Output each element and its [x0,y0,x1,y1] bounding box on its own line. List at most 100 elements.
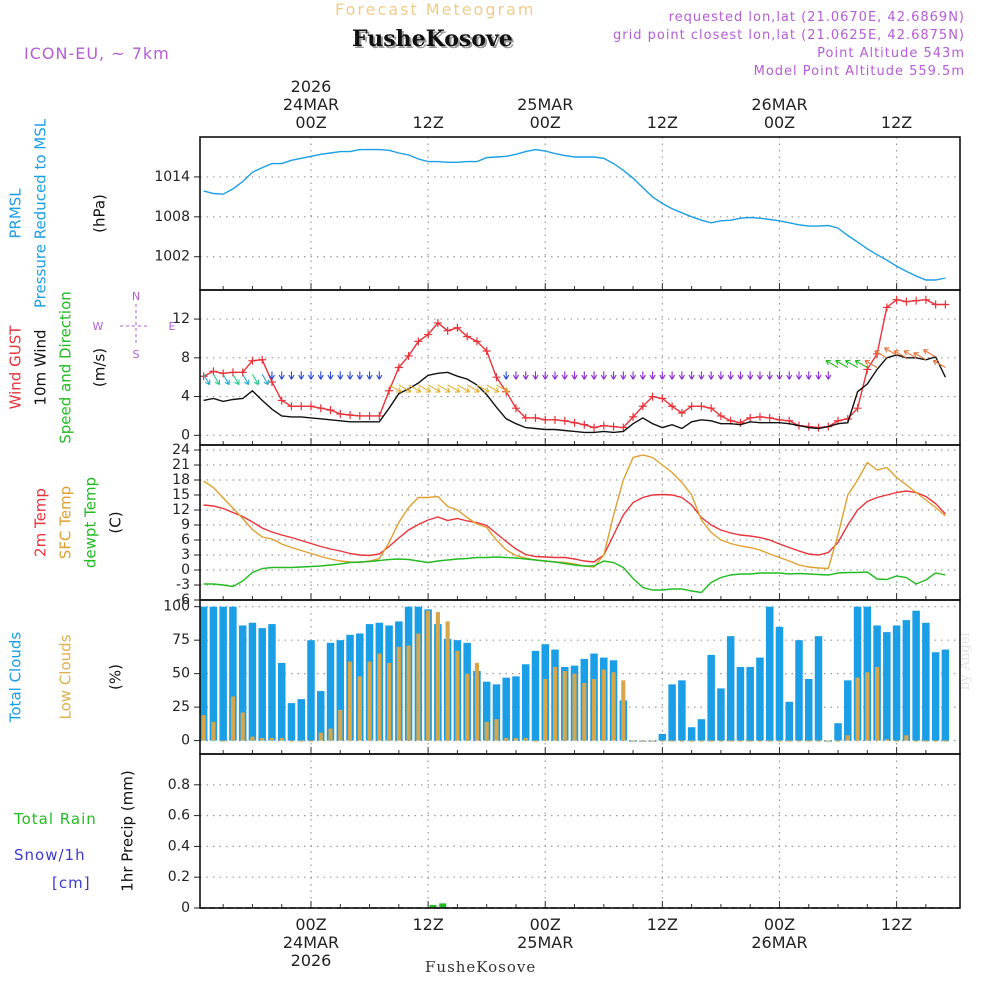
precip-legend-0: Total Rain [13,810,97,828]
cloud-bar-0-11 [307,640,315,741]
series-line-1-0 [203,298,946,429]
ytick-label-4-2: 0.4 [168,838,190,854]
gust-marker-15 [346,410,355,419]
cloud-bar-0-6 [258,628,266,741]
cloud-bar-0-72 [902,620,911,741]
bottom-hour-label-0: 00Z [295,915,326,934]
gust-marker-50 [687,402,696,411]
wind-arrow-64 [825,371,832,380]
gust-marker-22 [414,337,423,346]
gust-marker-20 [394,363,403,372]
cloud-bar-1-29 [484,721,489,741]
compass-e: E [169,320,176,333]
cloud-bar-1-43 [621,680,626,741]
cloud-bar-0-47 [658,733,667,741]
cloud-bar-0-0 [200,606,208,741]
cloud-bar-0-31 [502,677,510,741]
cloud-bar-0-12 [317,691,325,741]
wind-arrow-73 [903,350,917,359]
cloud-bar-1-30 [494,719,499,741]
series-line-2-2 [203,556,946,594]
cloud-bar-1-46 [650,740,655,742]
cloud-bar-1-74 [923,740,928,742]
cloud-bar-1-45 [640,740,645,742]
cloud-bar-1-70 [884,739,889,741]
cloud-bar-0-14 [336,640,345,741]
ytick-label-4-3: 0.6 [168,808,190,824]
gust-marker-56 [746,413,755,422]
gust-marker-74 [921,295,930,304]
wind-arrow-28 [476,384,490,393]
cloud-bar-0-54 [726,636,735,741]
cloud-bar-1-11 [308,740,314,742]
panel-frame-4 [199,753,961,909]
cloud-bar-0-73 [912,610,920,741]
wind-arrow-27 [466,384,480,393]
panel-frame-0 [199,136,961,291]
gust-marker-49 [677,409,686,418]
ytick-label-4-0: 0 [181,900,190,916]
ytick-label-2-6: 12 [172,502,190,518]
gust-marker-52 [707,404,716,413]
series-group-0 [203,148,946,281]
cloud-bar-0-29 [482,681,491,741]
ylabel-3-2: (%) [107,664,125,690]
cloud-bar-1-34 [533,740,538,742]
wind-arrow-20 [398,384,412,393]
cloud-bar-1-21 [406,645,411,741]
gust-marker-48 [668,402,677,411]
wind-arrow-53 [717,371,724,380]
cloud-bar-1-16 [357,676,362,741]
cloud-bar-1-41 [601,669,606,741]
cloud-bar-1-2 [221,740,226,742]
wind-arrow-17 [366,371,373,380]
wind-arrow-36 [551,371,559,380]
cloud-bar-0-50 [687,727,696,741]
cloud-bar-1-28 [474,662,479,741]
top-hour-label-3: 12Z [647,113,678,132]
wind-arrow-41 [600,371,607,380]
ylabel-1-3: (m/s) [91,348,109,387]
bottom-hour-label-5: 12Z [881,915,912,934]
closest-point: grid point closest lon,lat (21.0625E, 42… [613,28,965,43]
wind-arrow-70 [874,350,888,359]
top-date-label-2: 26MAR [751,95,807,114]
wind-arrow-56 [747,371,754,380]
ytick-label-2-7: 15 [172,487,190,503]
cloud-bar-1-54 [728,740,733,742]
wind-arrow-50 [688,371,695,380]
series-group-2 [203,454,946,594]
cloud-bar-0-55 [736,666,745,741]
wind-arrow-2 [222,374,230,386]
wind-arrow-26 [457,384,471,393]
gust-marker-35 [541,415,550,424]
gust-marker-42 [609,422,618,431]
ytick-label-3-2: 50 [172,666,190,682]
gust-marker-51 [697,402,706,411]
cloud-bar-1-22 [416,633,421,741]
wind-arrow-31 [503,371,510,380]
wind-arrow-46 [649,371,656,380]
cloud-bar-0-1 [209,606,218,741]
ytick-label-2-5: 9 [181,517,190,533]
series-line-1-1 [203,354,947,434]
wind-arrow-6 [261,374,269,386]
ytick-label-2-2: 0 [181,562,190,578]
gust-marker-30 [492,373,501,382]
wind-arrow-22 [418,384,431,393]
cloud-bar-1-63 [816,740,821,742]
cloud-bar-1-47 [660,740,665,742]
wind-arrow-7 [268,371,276,380]
wind-arrow-71 [883,347,897,356]
bottom-hour-label-1: 12Z [412,915,443,934]
wind-arrow-47 [659,371,666,380]
cloud-bar-1-58 [767,740,772,742]
wind-arrow-9 [288,371,295,380]
cloud-bar-0-49 [678,680,686,741]
gust-marker-75 [931,300,940,309]
top-hour-label-5: 12Z [881,113,912,132]
gust-marker-28 [472,337,481,346]
wind-arrow-45 [639,371,646,380]
ylabel-1-1: 10m Wind [32,329,50,405]
